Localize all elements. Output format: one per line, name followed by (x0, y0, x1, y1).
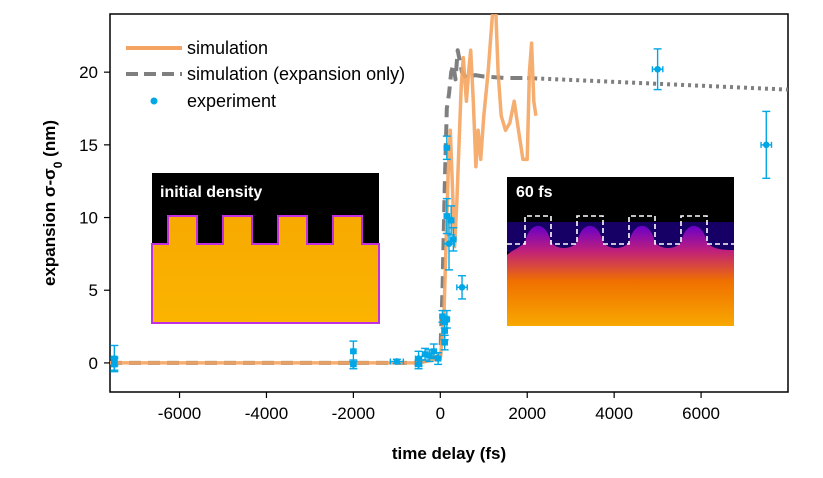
series-line-simulation (110, 14, 538, 365)
experiment-marker (415, 361, 422, 368)
experiment-marker (762, 141, 770, 149)
x-tick-label: -2000 (332, 404, 375, 423)
experiment-marker (441, 339, 448, 346)
inset-expanded-profile (507, 226, 734, 326)
y-tick-label: 20 (79, 63, 98, 82)
experiment-point (442, 309, 451, 329)
experiment-point (442, 197, 451, 235)
experiment-marker (111, 361, 118, 368)
experiment-marker (443, 144, 451, 152)
experiment-marker (350, 347, 357, 355)
experiment-point (434, 352, 443, 366)
x-tick-label: -4000 (245, 404, 288, 423)
inset-title-60fs: 60 fs (516, 184, 553, 201)
y-axis-title-subscript: 0 (51, 161, 65, 168)
x-tick-label: 4000 (595, 404, 633, 423)
y-axis-title: expansion σ-σ0 (nm) (40, 120, 65, 286)
experiment-marker (441, 327, 448, 335)
experiment-point (456, 274, 468, 300)
experiment-marker (447, 217, 455, 224)
experiment-marker (430, 347, 438, 355)
experiment-point (349, 359, 358, 370)
experiment-marker (654, 65, 661, 73)
experiment-point (760, 110, 773, 179)
inset-original-outline (507, 215, 734, 245)
x-tick-label: 2000 (508, 404, 546, 423)
experiment-point (447, 205, 456, 236)
experiment-point (389, 358, 405, 365)
x-tick-label: 0 (436, 404, 445, 423)
y-tick-label: 10 (79, 209, 98, 228)
legend-swatch-experiment (150, 97, 158, 105)
experiment-marker (458, 284, 466, 291)
y-axis-title-unit: (nm) (40, 120, 59, 162)
inset-60fs: 60 fs (507, 177, 734, 326)
series-line-expansion-extrapolated (527, 76, 788, 92)
experiment-point (443, 216, 455, 271)
y-tick-label: 0 (89, 354, 98, 373)
x-axis-ticks: -6000 -4000 -2000 0 2000 4000 6000 (158, 392, 720, 423)
experiment-marker (443, 316, 451, 323)
experiment-point (110, 357, 119, 371)
legend: simulation simulation (expansion only) e… (126, 38, 405, 111)
series-line-expansion-only (110, 48, 528, 365)
inset-density-profile (151, 215, 380, 324)
experiment-point (449, 227, 458, 252)
experiment-point (440, 334, 449, 351)
legend-label-experiment: experiment (187, 91, 276, 111)
plot-frame (109, 13, 789, 393)
experiment-point (349, 340, 358, 363)
series-layer (110, 14, 788, 373)
legend-label-expansion-only: simulation (expansion only) (187, 64, 405, 84)
experiment-marker (450, 236, 457, 243)
inset-title-initial: initial density (160, 184, 262, 201)
x-tick-label: -6000 (158, 404, 201, 423)
y-axis-ticks: 0 5 10 15 20 (79, 63, 110, 373)
legend-label-simulation: simulation (187, 38, 268, 58)
experiment-marker (393, 358, 401, 365)
experiment-marker (350, 361, 357, 368)
y-axis-title-main: expansion σ-σ (40, 168, 59, 286)
experiment-point (442, 135, 451, 161)
experiment-marker (434, 355, 442, 362)
inset-initial-density: initial density (151, 173, 380, 324)
x-axis-title: time delay (fs) (392, 444, 506, 463)
y-tick-label: 15 (79, 136, 98, 155)
experiment-point (651, 48, 664, 91)
x-tick-label: 6000 (682, 404, 720, 423)
y-tick-label: 5 (89, 281, 98, 300)
